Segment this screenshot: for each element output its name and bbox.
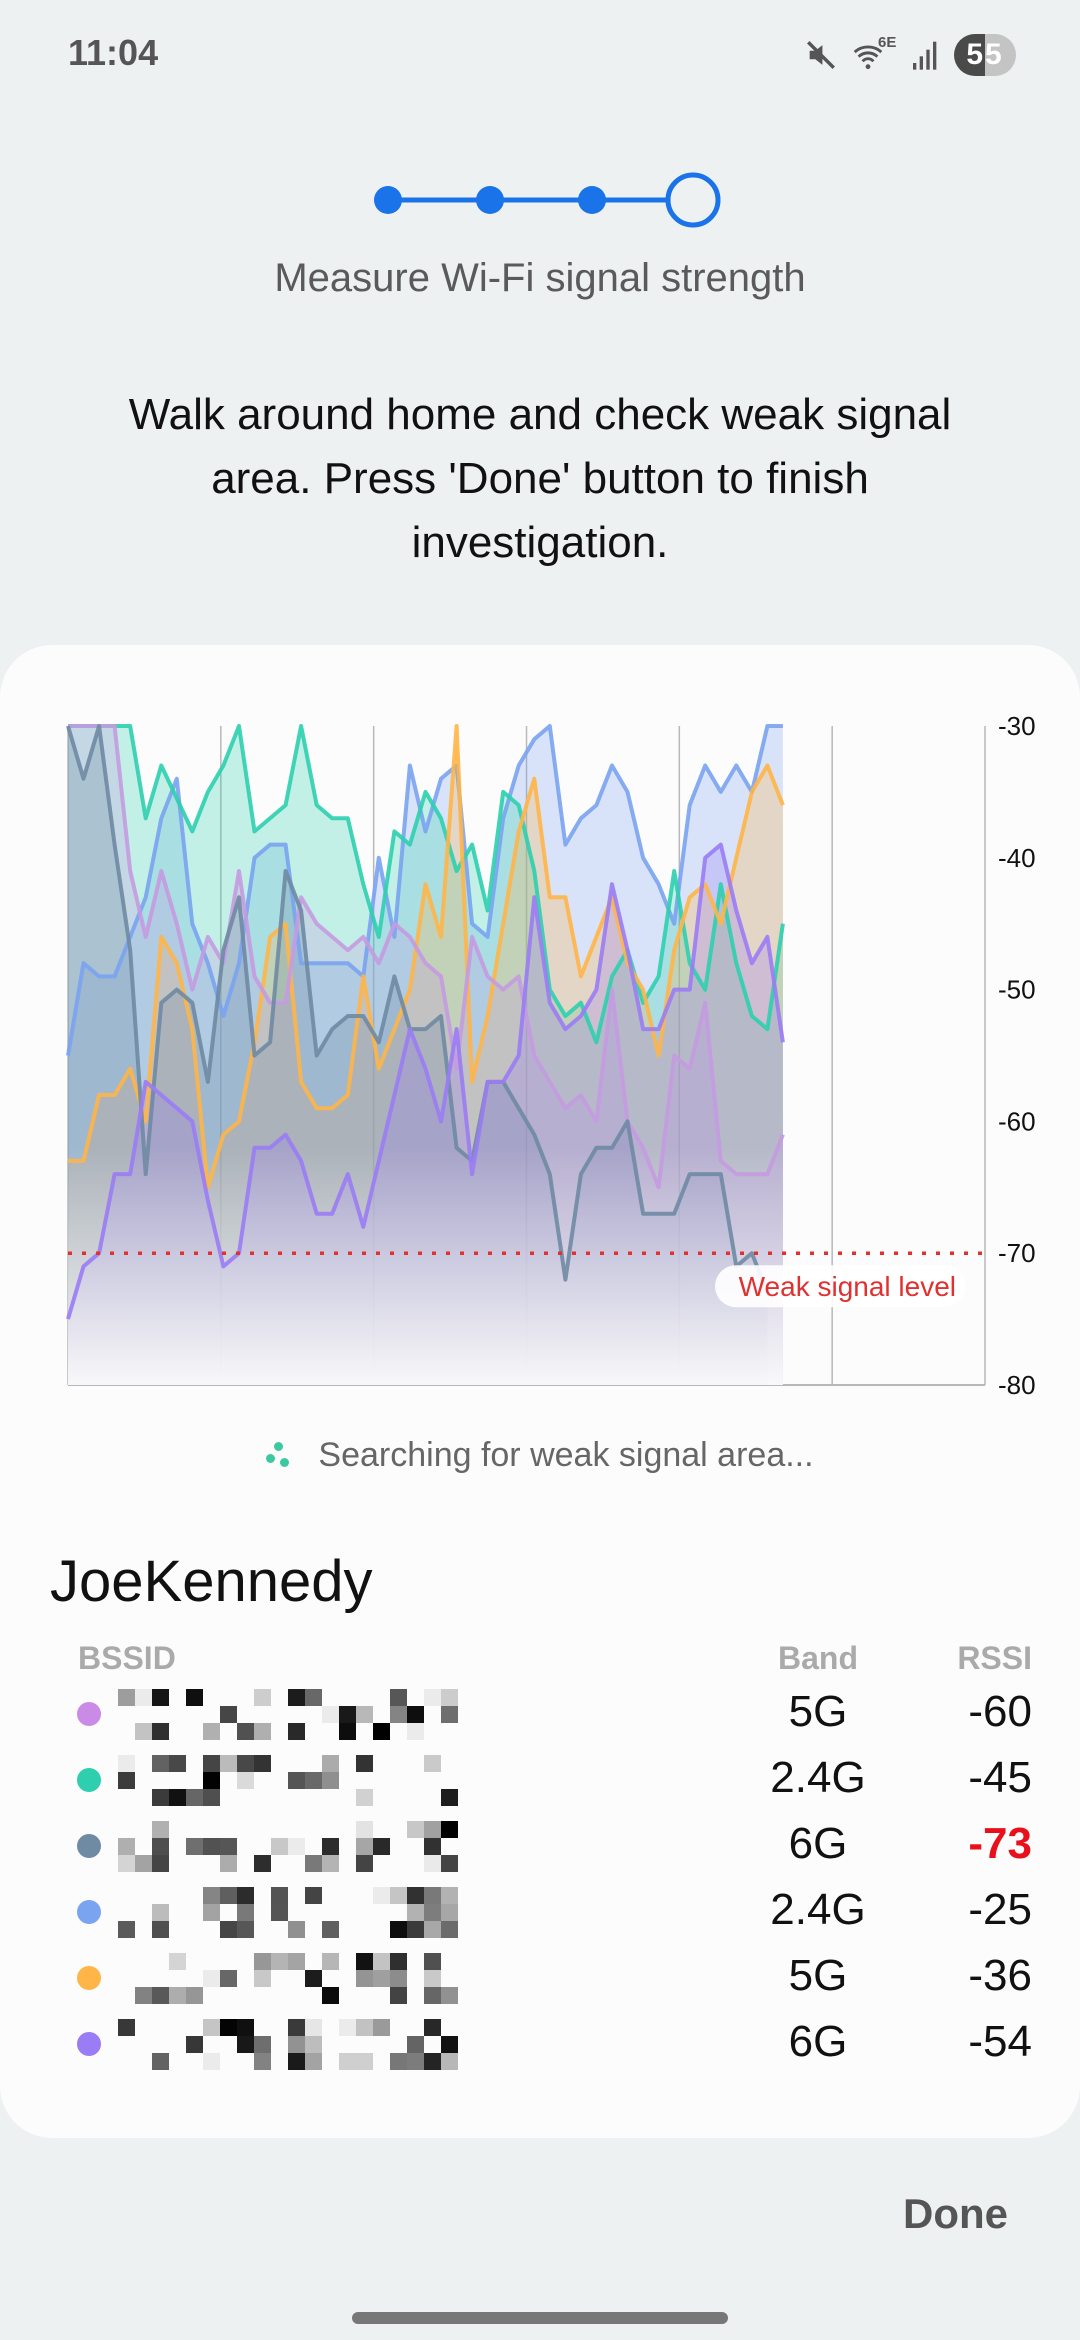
series-color-dot <box>77 1768 101 1792</box>
rssi-value: -45 <box>968 1753 1032 1802</box>
bssid-redacted <box>118 2019 458 2070</box>
band-value: 6G <box>788 1819 848 1868</box>
bssid-redacted <box>118 1821 458 1872</box>
rssi-value: -54 <box>968 2017 1032 2066</box>
series-color-dot <box>77 1702 101 1726</box>
step-2-dot <box>476 186 504 214</box>
rssi-value: -60 <box>968 1687 1032 1736</box>
series-color-dot <box>77 1834 101 1858</box>
network-ssid: JoeKennedy <box>50 1549 373 1614</box>
battery-icon: 55 <box>954 34 1016 76</box>
y-tick-label: -40 <box>998 843 1036 873</box>
y-tick-label: -60 <box>998 1106 1036 1136</box>
threshold-label: Weak signal level <box>739 1271 956 1302</box>
signal-chart: Weak signal level -30 -40 -50 -60 -70 -80 <box>66 711 1036 1400</box>
band-value: 5G <box>788 1687 848 1736</box>
header-bssid: BSSID <box>78 1640 176 1676</box>
chart-fade <box>68 1147 783 1385</box>
rssi-value: -36 <box>968 1951 1032 2000</box>
bssid-redacted <box>118 1887 458 1938</box>
page-title: Measure Wi-Fi signal strength <box>274 256 806 300</box>
status-time: 11:04 <box>68 32 159 73</box>
bssid-row: 6G -73 <box>0 1813 1080 1879</box>
header-band: Band <box>778 1640 858 1676</box>
y-tick-label: -30 <box>998 711 1036 741</box>
measurement-card <box>0 645 1080 2138</box>
mute-icon <box>807 41 835 69</box>
y-tick-label: -50 <box>998 975 1036 1005</box>
band-value: 2.4G <box>770 1753 866 1802</box>
bssid-redacted <box>118 1755 458 1806</box>
band-value: 5G <box>788 1951 848 2000</box>
rssi-value: -73 <box>968 1819 1032 1868</box>
cellular-signal-icon <box>913 41 937 70</box>
wifi-6e-icon: 6E <box>852 34 896 72</box>
bssid-row: 2.4G -25 <box>0 1879 1080 1945</box>
bssid-row: 5G -36 <box>0 1945 1080 2011</box>
rssi-value: -25 <box>968 1885 1032 1934</box>
band-value: 2.4G <box>770 1885 866 1934</box>
series-color-dot <box>77 1966 101 1990</box>
series-color-dot <box>77 2032 101 2056</box>
status-icons: 6E 55 <box>804 34 1016 76</box>
series-line-1 <box>66 724 783 1056</box>
wifi-badge: 6E <box>878 34 897 51</box>
step-3-dot <box>578 186 606 214</box>
bssid-redacted <box>118 1689 458 1740</box>
series-line-5 <box>66 724 770 1294</box>
instruction-text: Walk around home and check weak signal a… <box>128 390 952 567</box>
done-button[interactable]: Done <box>903 2190 1008 2237</box>
searching-text: Searching for weak signal area... <box>318 1436 814 1474</box>
bssid-row: 6G -54 <box>0 2011 1080 2077</box>
series-line-6 <box>66 842 785 1320</box>
series-line-4 <box>68 724 785 1190</box>
bssid-row: 2.4G -45 <box>0 1747 1080 1813</box>
y-tick-label: -80 <box>998 1370 1036 1400</box>
searching-status: Searching for weak signal area... <box>0 1436 1080 1475</box>
step-4-current <box>665 172 721 228</box>
loading-dots-icon <box>266 1442 296 1472</box>
y-tick-label: -70 <box>998 1238 1036 1268</box>
threshold-label-bg <box>715 1265 965 1308</box>
bssid-redacted <box>135 1953 458 2004</box>
series-line-2 <box>68 724 785 1045</box>
header-rssi: RSSI <box>957 1640 1032 1676</box>
band-value: 6G <box>788 2017 848 2066</box>
progress-stepper <box>374 172 721 228</box>
bssid-row: 5G -60 <box>0 1681 1080 1747</box>
series-color-dot <box>77 1900 101 1924</box>
home-indicator[interactable] <box>352 2312 728 2324</box>
step-1-dot <box>374 186 402 214</box>
